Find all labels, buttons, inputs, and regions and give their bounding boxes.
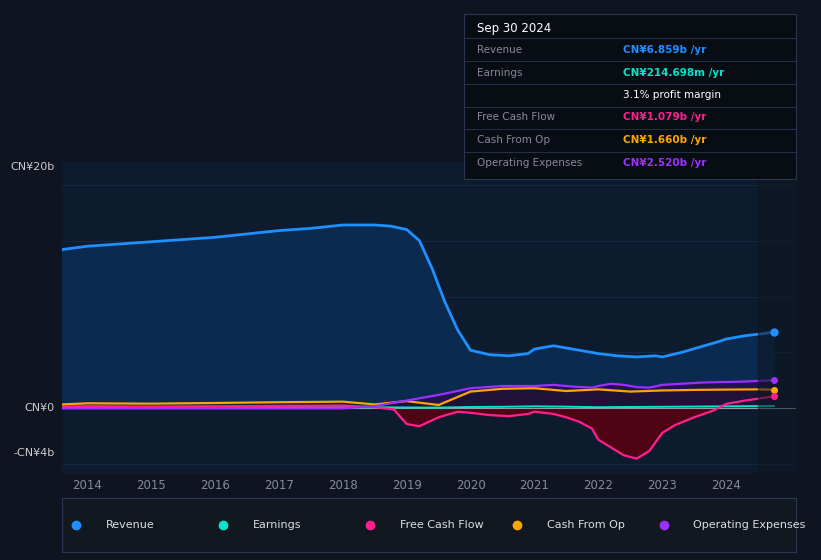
Text: Cash From Op: Cash From Op (547, 520, 625, 530)
Text: -CN¥4b: -CN¥4b (13, 448, 54, 458)
Text: CN¥1.079b /yr: CN¥1.079b /yr (623, 112, 707, 122)
Text: Revenue: Revenue (477, 45, 522, 55)
Text: CN¥0: CN¥0 (24, 403, 54, 413)
Text: Earnings: Earnings (253, 520, 301, 530)
Text: Operating Expenses: Operating Expenses (477, 158, 582, 167)
Text: Earnings: Earnings (477, 68, 523, 78)
Text: Revenue: Revenue (106, 520, 154, 530)
Text: CN¥6.859b /yr: CN¥6.859b /yr (623, 45, 707, 55)
Text: 3.1% profit margin: 3.1% profit margin (623, 90, 722, 100)
Text: Cash From Op: Cash From Op (477, 136, 550, 146)
Text: CN¥2.520b /yr: CN¥2.520b /yr (623, 158, 707, 167)
Text: Free Cash Flow: Free Cash Flow (477, 112, 555, 122)
Text: CN¥20b: CN¥20b (10, 162, 54, 172)
Text: Sep 30 2024: Sep 30 2024 (477, 21, 552, 35)
Text: Free Cash Flow: Free Cash Flow (400, 520, 484, 530)
Text: CN¥214.698m /yr: CN¥214.698m /yr (623, 68, 725, 78)
Bar (758, 162, 796, 473)
Text: Operating Expenses: Operating Expenses (694, 520, 806, 530)
Text: CN¥1.660b /yr: CN¥1.660b /yr (623, 136, 707, 146)
